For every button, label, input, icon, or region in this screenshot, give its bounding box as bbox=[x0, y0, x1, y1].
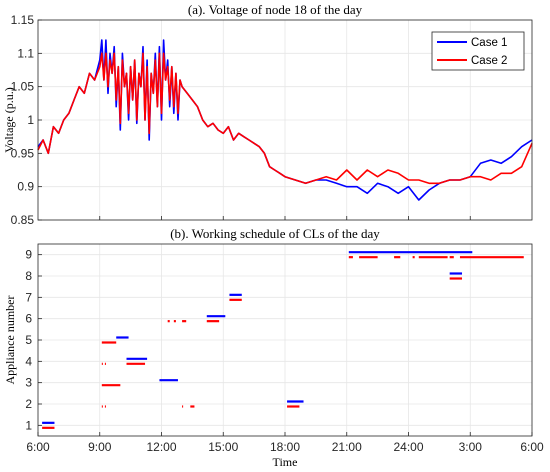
schedule-x-tick-label: 21:00 bbox=[332, 440, 362, 454]
schedule-x-tick-label: 15:00 bbox=[208, 440, 238, 454]
schedule-x-ticks: 6:00 9:00 12:00 15:00 18:00 21:00 24:00 3:00 6:0… bbox=[26, 432, 544, 454]
voltage-lines bbox=[37, 39, 533, 201]
schedule-y-tick-label: 6 bbox=[25, 312, 32, 326]
voltage-y-tick-label: 1 bbox=[27, 113, 34, 127]
schedule-x-tick-label: 9:00 bbox=[88, 440, 112, 454]
legend-box bbox=[431, 31, 525, 71]
schedule-x-tick-label: 18:00 bbox=[270, 440, 300, 454]
schedule-y-tick-label: 4 bbox=[25, 354, 32, 368]
schedule-segments bbox=[42, 251, 524, 429]
voltage-y-label: Voltage (p.u.) bbox=[2, 87, 16, 152]
voltage-panel: 0.85 0.9 0.95 1 1.05 1.1 1.15 (a). Voltage of … bbox=[2, 2, 533, 227]
voltage-y-tick-label: 1.15 bbox=[11, 13, 35, 27]
voltage-y-ticks: 0.85 0.9 0.95 1 1.05 1.1 1.15 bbox=[11, 13, 42, 227]
schedule-y-label: Appliance number bbox=[3, 296, 17, 385]
schedule-x-tick-label: 12:00 bbox=[146, 440, 176, 454]
schedule-grid bbox=[38, 244, 532, 436]
schedule-x-tick-label: 3:00 bbox=[459, 440, 483, 454]
voltage-y-tick-label: 1.1 bbox=[17, 46, 34, 60]
schedule-y-tick-label: 8 bbox=[25, 269, 32, 283]
voltage-series-2-line bbox=[37, 52, 533, 185]
voltage-series-1-line bbox=[37, 39, 533, 201]
legend-case1-label: Case 1 bbox=[471, 37, 507, 49]
schedule-x-label: Time bbox=[273, 455, 298, 469]
schedule-y-tick-label: 2 bbox=[25, 397, 32, 411]
voltage-y-tick-label: 0.9 bbox=[17, 180, 34, 194]
schedule-y-ticks: 1 2 3 4 5 6 7 8 9 bbox=[25, 248, 42, 432]
schedule-y-tick-label: 7 bbox=[25, 290, 32, 304]
schedule-y-tick-label: 1 bbox=[25, 418, 32, 432]
voltage-y-tick-label: 1.05 bbox=[11, 80, 35, 94]
voltage-title: (a). Voltage of node 18 of the day bbox=[188, 2, 363, 17]
schedule-y-tick-label: 3 bbox=[25, 376, 32, 390]
voltage-y-tick-label: 0.95 bbox=[11, 146, 35, 160]
schedule-panel: 1 2 3 4 5 6 7 8 9 6:00 9:00 12:00 15:00 18:00 21:00 24… bbox=[3, 226, 544, 469]
voltage-y-tick-label: 0.85 bbox=[11, 213, 35, 227]
schedule-y-tick-label: 5 bbox=[25, 333, 32, 347]
legend-case2-label: Case 2 bbox=[471, 55, 507, 67]
schedule-x-tick-label: 6:00 bbox=[26, 440, 50, 454]
schedule-x-tick-label: 6:00 bbox=[520, 440, 544, 454]
schedule-y-tick-label: 9 bbox=[25, 248, 32, 262]
legend: Case 1 Case 2 bbox=[431, 31, 525, 71]
schedule-x-tick-label: 24:00 bbox=[393, 440, 423, 454]
schedule-title: (b). Working schedule of CLs of the day bbox=[170, 226, 380, 241]
